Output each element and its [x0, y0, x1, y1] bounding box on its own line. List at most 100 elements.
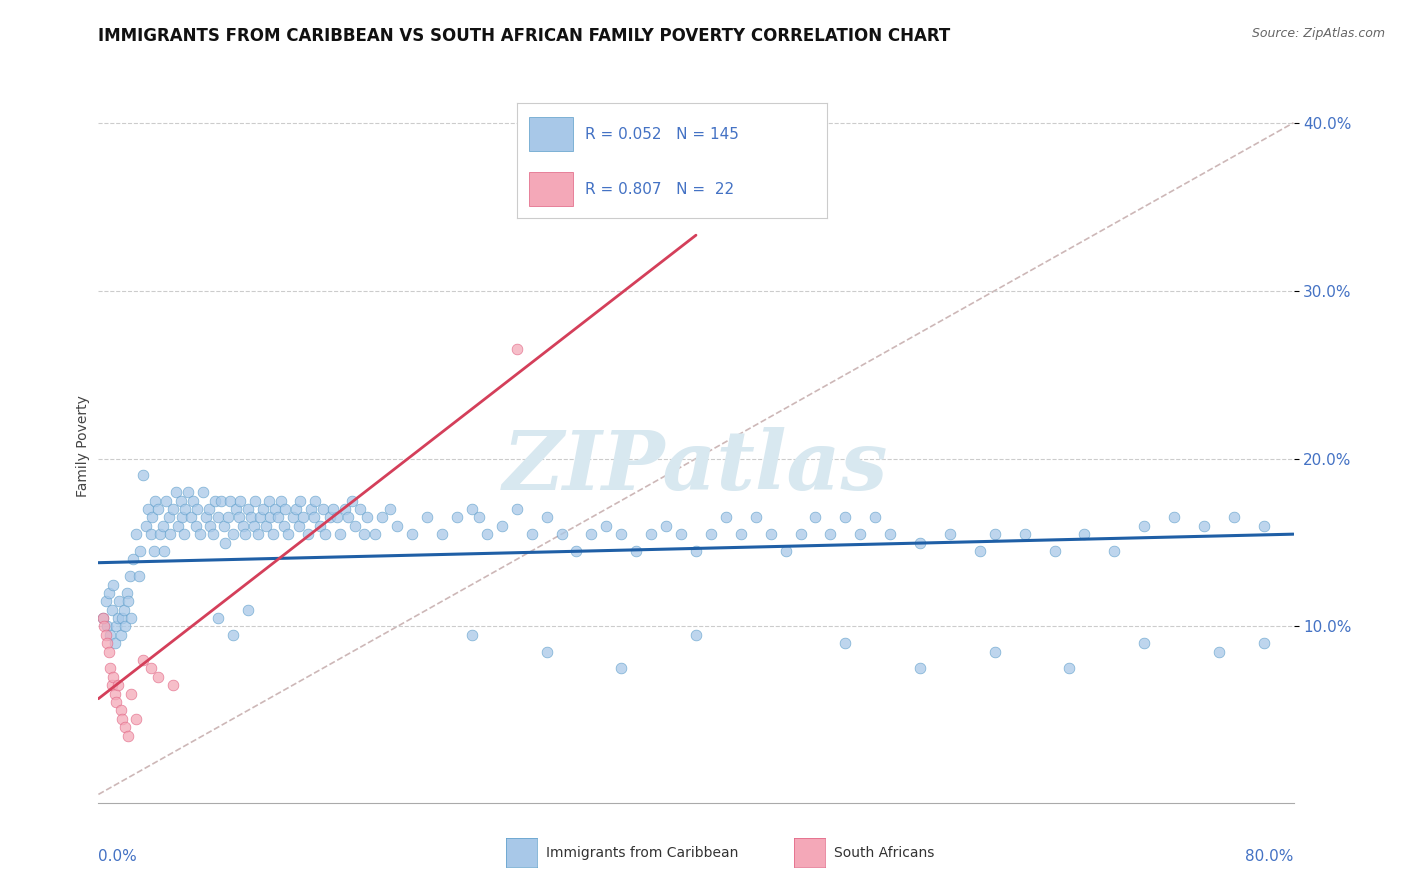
Point: [247, 527, 270, 541]
Point: [232, 518, 254, 533]
Point: [101, 603, 124, 617]
Point: [101, 678, 124, 692]
Point: [98, 628, 122, 642]
Point: [626, 544, 648, 558]
Point: [849, 527, 872, 541]
Point: [468, 510, 491, 524]
Point: [908, 535, 931, 549]
Point: [98, 661, 122, 675]
Point: [114, 720, 136, 734]
Point: [311, 502, 333, 516]
Point: [236, 603, 259, 617]
Point: [128, 569, 150, 583]
Point: [349, 502, 371, 516]
Point: [378, 502, 401, 516]
Point: [132, 653, 155, 667]
Point: [550, 527, 572, 541]
Point: [315, 527, 337, 541]
Point: [969, 544, 991, 558]
Point: [270, 493, 292, 508]
Point: [207, 510, 229, 524]
Point: [184, 518, 207, 533]
Point: [180, 510, 202, 524]
Point: [110, 703, 132, 717]
Point: [292, 510, 315, 524]
Point: [148, 502, 170, 516]
Point: [195, 510, 218, 524]
Point: [169, 493, 191, 508]
Point: [135, 518, 157, 533]
Point: [277, 527, 299, 541]
Point: [759, 527, 782, 541]
Point: [198, 502, 221, 516]
Point: [107, 678, 129, 692]
Point: [107, 611, 129, 625]
Point: [222, 527, 245, 541]
Point: [139, 527, 162, 541]
Point: [97, 586, 120, 600]
Point: [730, 527, 752, 541]
Point: [281, 510, 304, 524]
Point: [984, 527, 1007, 541]
Point: [581, 527, 603, 541]
Point: [342, 493, 364, 508]
Point: [149, 527, 172, 541]
Point: [254, 518, 277, 533]
Point: [329, 527, 352, 541]
Point: [336, 510, 359, 524]
Point: [262, 527, 284, 541]
Point: [319, 510, 342, 524]
Point: [257, 493, 280, 508]
Point: [356, 510, 378, 524]
Point: [939, 527, 962, 541]
Point: [104, 687, 127, 701]
Point: [94, 628, 117, 642]
Point: [229, 493, 252, 508]
Point: [165, 485, 187, 500]
Point: [908, 661, 931, 675]
Point: [188, 527, 211, 541]
Point: [139, 661, 162, 675]
Point: [491, 518, 513, 533]
Point: [565, 544, 588, 558]
Point: [115, 586, 138, 600]
Point: [202, 527, 225, 541]
Point: [236, 502, 259, 516]
Text: South Africans: South Africans: [834, 846, 934, 860]
Point: [302, 510, 325, 524]
Point: [284, 502, 307, 516]
Point: [461, 502, 484, 516]
Point: [700, 527, 723, 541]
Point: [804, 510, 827, 524]
Point: [96, 636, 118, 650]
Text: Immigrants from Caribbean: Immigrants from Caribbean: [546, 846, 738, 860]
Point: [162, 678, 184, 692]
Point: [117, 729, 139, 743]
Point: [520, 527, 543, 541]
Point: [217, 510, 239, 524]
Point: [287, 518, 309, 533]
Point: [610, 527, 633, 541]
Point: [96, 619, 118, 633]
Point: [233, 527, 256, 541]
Point: [879, 527, 901, 541]
Point: [669, 527, 692, 541]
Point: [148, 670, 170, 684]
Point: [114, 619, 136, 633]
Point: [506, 343, 529, 357]
Point: [239, 510, 262, 524]
Point: [200, 518, 222, 533]
Point: [94, 594, 117, 608]
Point: [304, 493, 326, 508]
Point: [446, 510, 468, 524]
Point: [155, 493, 177, 508]
Point: [214, 535, 236, 549]
Point: [105, 619, 128, 633]
Point: [129, 544, 152, 558]
Point: [142, 544, 165, 558]
Point: [117, 594, 139, 608]
Point: [263, 502, 285, 516]
Point: [118, 569, 141, 583]
Point: [401, 527, 423, 541]
Point: [112, 603, 135, 617]
